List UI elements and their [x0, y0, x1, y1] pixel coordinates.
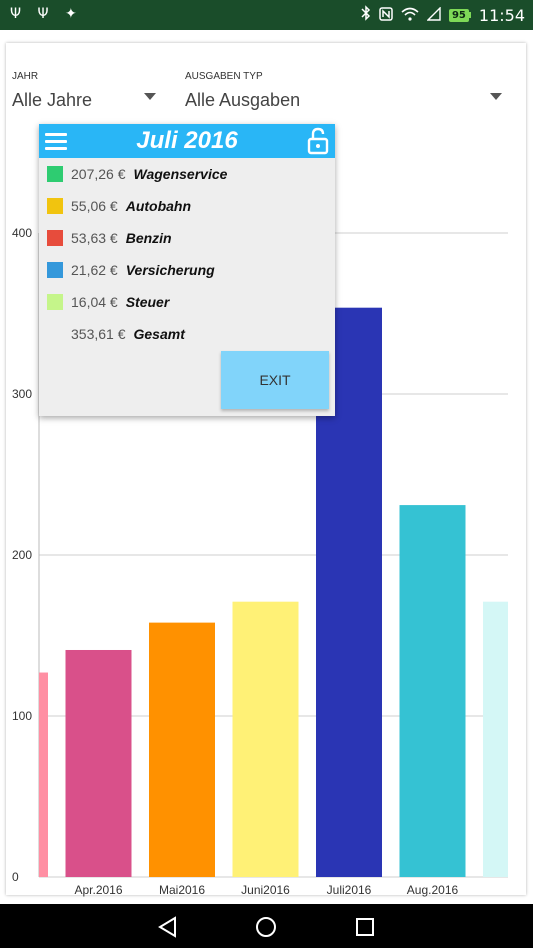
wifi-icon	[401, 6, 419, 25]
expense-amount: 55,06 €	[71, 198, 118, 214]
battery-icon: 95	[448, 8, 471, 22]
expense-amount: 353,61 €	[71, 326, 126, 342]
bar[interactable]	[65, 649, 132, 877]
color-swatch	[47, 230, 63, 246]
expense-name: Gesamt	[133, 326, 185, 342]
x-tick-label: Apr.2016	[74, 883, 122, 897]
y-tick-label: 300	[12, 387, 32, 401]
expense-row: 207,26 € Wagenservice	[47, 164, 227, 184]
menu-icon[interactable]	[45, 133, 67, 154]
bar[interactable]	[149, 622, 215, 877]
clock: 11:54	[478, 5, 525, 25]
signal-icon	[426, 5, 441, 25]
popup-header: Juli 2016	[39, 124, 335, 158]
expense-amount: 53,63 €	[71, 230, 118, 246]
y-tick-label: 0	[12, 870, 19, 884]
y-tick-label: 400	[12, 226, 32, 240]
expense-name: Versicherung	[125, 262, 215, 278]
month-detail-popup: Juli 2016 207,26 € Wagenservice 55,06 € Aut…	[39, 124, 335, 416]
bar[interactable]	[399, 505, 466, 877]
bar[interactable]	[39, 672, 48, 877]
year-filter-label: JAHR	[12, 71, 39, 82]
unlock-icon[interactable]	[307, 127, 329, 160]
year-filter-value: Alle Jahre	[12, 90, 93, 110]
recents-icon[interactable]	[355, 917, 375, 942]
expense-name: Wagenservice	[133, 166, 228, 182]
expense-row: 353,61 € Gesamt	[47, 324, 185, 344]
expense-row: 53,63 € Benzin	[47, 228, 172, 248]
year-filter[interactable]: JAHR Alle Jahre	[12, 71, 92, 111]
x-tick-label: Aug.2016	[407, 883, 459, 897]
status-bar: Ψ Ψ ✦ 95 11:54	[0, 0, 533, 30]
notification-icons: Ψ Ψ ✦	[10, 6, 83, 22]
color-swatch	[47, 294, 63, 310]
x-tick-label: Juli2016	[327, 883, 372, 897]
color-swatch	[47, 262, 63, 278]
battery-level: 95	[448, 8, 469, 22]
expense-row: 55,06 € Autobahn	[47, 196, 191, 216]
navigation-bar	[0, 904, 533, 948]
color-swatch	[47, 326, 63, 342]
home-icon[interactable]	[255, 916, 277, 943]
expense-amount: 21,62 €	[71, 262, 118, 278]
expense-row: 21,62 € Versicherung	[47, 260, 215, 280]
color-swatch	[47, 198, 63, 214]
x-tick-label: Mai2016	[159, 883, 205, 897]
status-right: 95 11:54	[361, 5, 525, 25]
type-filter[interactable]: AUSGABEN TYP Alle Ausgaben	[185, 71, 300, 111]
popup-title: Juli 2016	[136, 127, 238, 154]
nfc-icon	[379, 6, 393, 25]
type-dropdown-arrow-icon[interactable]	[490, 93, 502, 100]
bar[interactable]	[232, 601, 299, 877]
y-tick-label: 200	[12, 548, 32, 562]
expense-name: Autobahn	[125, 198, 192, 214]
bluetooth-icon	[361, 5, 371, 25]
expense-row: 16,04 € Steuer	[47, 292, 169, 312]
type-filter-value: Alle Ausgaben	[185, 90, 301, 110]
x-tick-label: Juni2016	[241, 883, 290, 897]
type-filter-label: AUSGABEN TYP	[185, 71, 263, 82]
y-tick-label: 100	[12, 709, 32, 723]
year-dropdown-arrow-icon[interactable]	[144, 93, 156, 100]
color-swatch	[47, 166, 63, 182]
back-icon[interactable]	[157, 916, 179, 943]
bar[interactable]	[483, 601, 508, 877]
expense-name: Steuer	[125, 294, 170, 310]
exit-button[interactable]: EXIT	[221, 351, 329, 409]
expense-amount: 207,26 €	[71, 166, 126, 182]
expense-name: Benzin	[125, 230, 172, 246]
expense-amount: 16,04 €	[71, 294, 118, 310]
